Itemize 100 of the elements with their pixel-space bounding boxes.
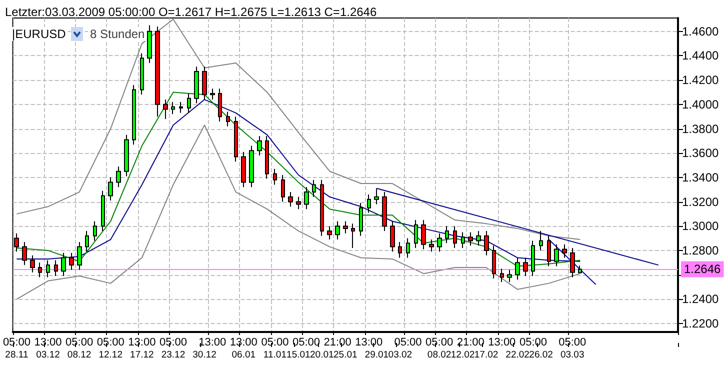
candlestick [327,226,332,240]
y-tick-label: 1.3200 [682,194,720,209]
candlestick [101,190,105,232]
candlestick [507,269,512,283]
candlestick [124,134,129,177]
candlestick [46,260,50,278]
y-tick-label: 1.3400 [682,170,720,184]
candlestick [312,179,316,198]
category-label: 05:00 08.12 [66,336,94,360]
line-series [16,124,581,300]
x-tick-label: 21:00 [324,336,352,348]
category-label: 13:00 03.12 [34,336,62,360]
candlestick [249,145,254,188]
candlestick [468,232,473,246]
candlestick [515,257,520,280]
candlestick [547,235,551,267]
category-label: 05:00 28.11 [2,336,30,360]
candlestick [155,26,160,118]
y-tick-label: 1.2400 [682,292,720,306]
category-label: 05:00 03.03 [558,336,586,360]
candlestick [320,179,324,236]
candlestick [147,24,152,64]
candlestick [562,244,567,258]
annotation: 8 Stunden [90,27,145,41]
category-label: 13:00 17.12 [128,336,156,360]
candlestick [492,245,496,279]
y-tick-label: 1.3600 [682,146,720,160]
candlestick [429,239,434,252]
x-tick-label: 05:00 [292,336,320,348]
candlestick [578,265,582,274]
candlestick [140,52,144,96]
candlestick [382,192,387,232]
y-tick-label: 1.4200 [682,73,720,88]
candlestick [335,220,340,240]
x-tick-label: 05:00 [394,336,422,348]
candlestick [218,88,222,122]
candlestick [500,268,504,283]
x-tick-label: 13:00 [198,336,226,348]
candlestick [30,254,35,273]
candlestick [132,84,136,146]
x-tick-label: 21:00 [456,336,484,348]
candlestick [61,252,66,277]
x-tick-label: 03.02 [388,350,412,360]
annotation: |EURUSD [12,27,66,41]
candlestick [554,244,559,267]
candlestick [163,99,168,120]
candlestick [85,230,89,252]
candlestick [359,202,363,236]
candlestick [367,194,371,214]
candlestick [257,136,262,156]
candlestick [234,116,238,162]
x-tick-label: 15.01 [286,350,310,360]
y-tick-label: 1.2200 [682,316,720,330]
x-tick-label: 13:00 [355,336,383,348]
candlestick [210,88,215,100]
candlestick [476,230,481,246]
candlestick [445,226,449,244]
candlestick [202,66,207,100]
x-tick-label: 12.02 [450,350,475,360]
y-tick-label: 1.2800 [682,243,720,258]
candlestick [108,176,113,202]
y-tick-label: 1.3800 [682,122,720,136]
candlestick [539,230,543,251]
x-tick-label: 22.02 [506,350,530,360]
candlestick [69,252,74,270]
candlestick [22,241,27,266]
candlestick [273,168,277,186]
candlestick [281,174,285,202]
y-tick-label: 1.4000 [682,97,720,112]
candlestick [374,188,379,205]
candlestick [93,220,97,242]
candlestick [390,220,395,252]
y-tick-label: 1.4600 [682,24,720,38]
candlestick [179,101,183,114]
x-tick-label: 29.01 [364,350,389,360]
category-label: 05:00 12.12 [96,336,124,360]
candlestick [398,241,402,258]
candlestick [296,196,301,210]
candlestick [194,66,199,104]
x-tick-label: 30.12 [192,350,216,360]
candlestick [453,226,457,249]
candlestick [570,248,575,278]
candlestick [351,223,355,249]
candlestick [531,240,535,277]
candlestick [241,151,246,188]
x-tick-label: 17.02 [474,350,498,360]
candlestick [171,101,175,115]
x-tick-label: 26.02 [529,350,553,360]
ref-line-label: 1.2646 [684,262,722,276]
x-tick-label: 25.01 [334,350,358,360]
candlestick [461,232,465,249]
candlestick [116,166,121,188]
candlestick [77,241,82,270]
candlestick [54,260,58,277]
candlestick [437,232,442,252]
candlestick [187,92,191,114]
chart-title: Letzter:03.03.2009 05:00:00 O=1.2617 H=1.2675 L=1.2613 C=1.2646 [5,5,377,19]
x-tick-label: 13:00 [488,336,516,348]
candlestick [523,257,528,277]
candlestick [421,220,426,250]
